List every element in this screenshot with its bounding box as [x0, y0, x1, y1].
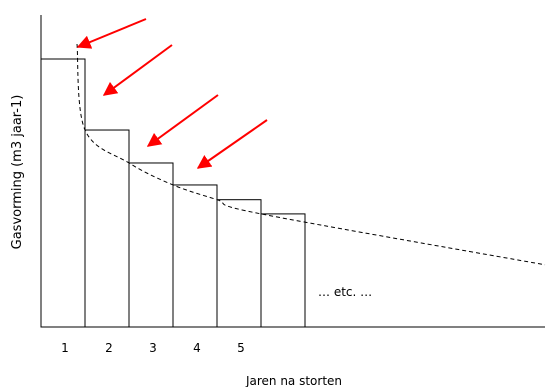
bar-year-2 — [84, 129, 130, 328]
x-tick-label: 4 — [193, 341, 201, 355]
x-tick-label: 5 — [237, 341, 245, 355]
x-tick-label: 2 — [105, 341, 113, 355]
red-arrow-icon — [146, 94, 219, 147]
decay-curve — [76, 43, 546, 266]
etc-annotation: … etc. … — [318, 285, 372, 299]
bar-year-5 — [216, 199, 262, 328]
bar-year-1 — [40, 58, 86, 328]
red-arrow-icon — [76, 18, 147, 49]
bar-year-4 — [172, 184, 218, 328]
x-tick-label: 3 — [149, 341, 157, 355]
red-arrow-icon — [196, 119, 268, 169]
bar-year-3 — [128, 162, 174, 328]
x-tick-label: 1 — [61, 341, 69, 355]
red-arrow-icon — [102, 44, 173, 96]
x-axis-label: Jaren na storten — [245, 374, 342, 387]
bar-year-6 — [260, 213, 306, 328]
y-axis-label: Gasvorming (m3 jaar-1) — [10, 95, 25, 250]
